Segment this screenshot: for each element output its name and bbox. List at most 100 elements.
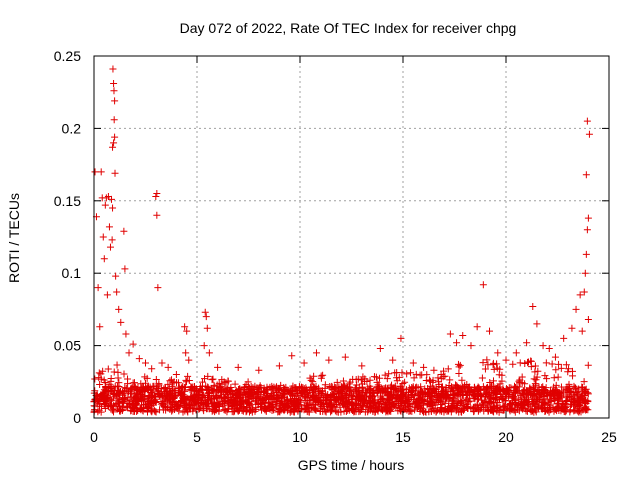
data-point (97, 375, 105, 383)
data-point (120, 227, 128, 235)
data-point (104, 365, 112, 373)
data-point (376, 344, 384, 352)
data-point (580, 378, 588, 386)
data-point (96, 323, 104, 331)
data-point (581, 269, 589, 277)
data-point (324, 391, 332, 399)
data-point (311, 401, 319, 409)
data-point (399, 379, 407, 387)
data-point (545, 344, 553, 352)
data-point (499, 403, 507, 411)
data-point (574, 404, 582, 412)
data-point (111, 133, 119, 141)
data-point (230, 408, 238, 416)
data-point (453, 339, 461, 347)
data-point (566, 389, 574, 397)
data-point (110, 80, 118, 88)
data-point (441, 389, 449, 397)
data-point (449, 396, 457, 404)
data-point (482, 389, 490, 397)
data-point (531, 362, 539, 370)
data-point (182, 349, 190, 357)
data-point (251, 407, 259, 415)
data-point (353, 392, 361, 400)
data-point (326, 395, 334, 403)
data-point (441, 372, 449, 380)
data-point (537, 390, 545, 398)
data-point (264, 393, 272, 401)
data-point (117, 318, 125, 326)
data-point (312, 349, 320, 357)
data-point (96, 402, 104, 410)
data-point (493, 389, 501, 397)
data-point (201, 399, 209, 407)
data-point (560, 334, 568, 342)
data-point (508, 399, 516, 407)
data-point (323, 394, 331, 402)
data-point (397, 334, 405, 342)
data-point (465, 384, 473, 392)
data-point (207, 385, 215, 393)
data-point (496, 380, 504, 388)
data-point (520, 387, 528, 395)
data-point (465, 398, 473, 406)
data-point (220, 406, 228, 414)
data-point (358, 362, 366, 370)
data-point (397, 383, 405, 391)
data-point (490, 365, 498, 373)
data-point (340, 383, 348, 391)
data-point (582, 171, 590, 179)
data-point (566, 408, 574, 416)
data-point (504, 386, 512, 394)
data-point (91, 396, 99, 404)
data-point (567, 388, 575, 396)
data-point (99, 233, 107, 241)
data-point (115, 379, 123, 387)
data-point (108, 406, 116, 414)
data-point (151, 407, 159, 415)
data-point (409, 384, 417, 392)
data-point (475, 384, 483, 392)
data-point (221, 391, 229, 399)
data-point (347, 386, 355, 394)
data-point (339, 377, 347, 385)
data-point (392, 403, 400, 411)
data-point (111, 169, 119, 177)
data-point (213, 394, 221, 402)
data-point (155, 380, 163, 388)
data-point (583, 117, 591, 125)
data-point (124, 375, 132, 383)
data-point (585, 130, 593, 138)
data-point (481, 392, 489, 400)
data-point (545, 408, 553, 416)
data-point (110, 87, 118, 95)
data-point (477, 404, 485, 412)
data-point (312, 406, 320, 414)
data-point (108, 195, 116, 203)
data-point (135, 355, 143, 363)
data-point (207, 395, 215, 403)
y-axis-title: ROTI / TECUs (6, 193, 22, 283)
data-point (185, 356, 193, 364)
data-point (346, 378, 354, 386)
data-point (119, 390, 127, 398)
data-point (421, 389, 429, 397)
data-point (529, 303, 537, 311)
data-point (282, 399, 290, 407)
data-point (550, 383, 558, 391)
data-point (307, 376, 315, 384)
data-point (467, 342, 475, 350)
data-point (412, 383, 420, 391)
data-point (576, 291, 584, 299)
data-point (141, 373, 149, 381)
data-point (153, 211, 161, 219)
data-point (330, 386, 338, 394)
data-point (450, 390, 458, 398)
data-point (369, 393, 377, 401)
data-point (103, 291, 111, 299)
data-point (455, 369, 463, 377)
data-point (138, 392, 146, 400)
data-point (183, 378, 191, 386)
data-point (133, 406, 141, 414)
